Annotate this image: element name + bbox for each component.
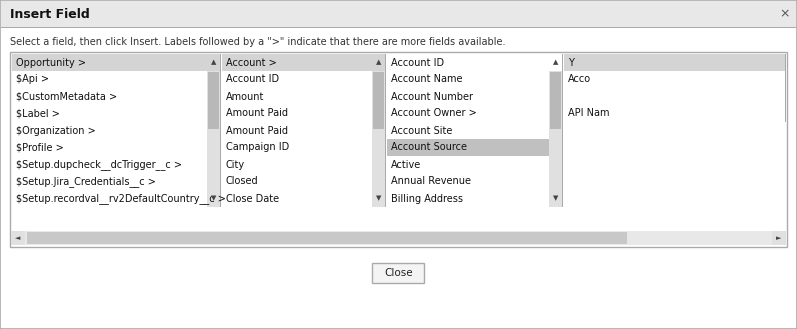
Text: $CustomMetadata >: $CustomMetadata > xyxy=(16,91,117,102)
Bar xyxy=(372,263,425,283)
Text: $Profile >: $Profile > xyxy=(16,142,64,153)
Bar xyxy=(550,72,561,129)
Text: ▲: ▲ xyxy=(211,60,216,65)
Text: ▲: ▲ xyxy=(376,60,381,65)
Text: City: City xyxy=(226,160,245,169)
Bar xyxy=(27,232,627,244)
Text: Account Site: Account Site xyxy=(391,125,453,136)
Text: $Organization >: $Organization > xyxy=(16,125,96,136)
Bar xyxy=(387,88,549,105)
Text: ►: ► xyxy=(776,235,782,241)
Bar xyxy=(564,54,785,122)
Bar xyxy=(12,173,207,190)
Bar xyxy=(12,54,220,71)
Bar xyxy=(12,71,207,88)
Bar xyxy=(562,54,563,207)
Bar xyxy=(222,54,385,207)
Bar xyxy=(12,54,220,207)
Bar xyxy=(549,71,562,207)
Bar xyxy=(785,54,786,122)
Text: ▼: ▼ xyxy=(553,195,558,201)
Text: Account Source: Account Source xyxy=(391,142,467,153)
Bar xyxy=(772,231,786,245)
Bar xyxy=(222,156,372,173)
Bar xyxy=(222,173,372,190)
Text: Account ID: Account ID xyxy=(391,58,444,67)
Bar xyxy=(208,72,219,129)
Bar xyxy=(387,105,549,122)
Bar xyxy=(387,54,562,207)
Text: Amount Paid: Amount Paid xyxy=(226,125,288,136)
Bar xyxy=(220,54,221,207)
Bar xyxy=(10,52,787,247)
Bar xyxy=(387,71,549,88)
Bar xyxy=(222,105,372,122)
Bar xyxy=(12,122,207,139)
Text: Campaign ID: Campaign ID xyxy=(226,142,289,153)
Text: Close: Close xyxy=(384,268,413,278)
Bar xyxy=(222,88,372,105)
Text: $Api >: $Api > xyxy=(16,74,49,85)
Text: Closed: Closed xyxy=(226,176,258,187)
Text: Account >: Account > xyxy=(226,58,277,67)
Text: $Setup.dupcheck__dcTrigger__c >: $Setup.dupcheck__dcTrigger__c > xyxy=(16,159,182,170)
Text: $Setup.recordval__rv2DefaultCountry__c >: $Setup.recordval__rv2DefaultCountry__c > xyxy=(16,193,226,204)
Bar xyxy=(372,71,385,207)
Bar xyxy=(1,27,796,28)
Text: Opportunity >: Opportunity > xyxy=(16,58,86,67)
Text: Amount Paid: Amount Paid xyxy=(226,109,288,118)
Bar xyxy=(387,122,549,139)
Bar xyxy=(387,173,549,190)
Bar xyxy=(12,156,207,173)
Bar xyxy=(12,190,207,207)
Text: Select a field, then click Insert. Labels followed by a ">" indicate that there : Select a field, then click Insert. Label… xyxy=(10,37,505,47)
Text: Active: Active xyxy=(391,160,422,169)
Text: Account Owner >: Account Owner > xyxy=(391,109,477,118)
Bar xyxy=(11,231,786,245)
Text: Account ID: Account ID xyxy=(226,74,279,85)
Text: Acco: Acco xyxy=(568,74,591,85)
Text: Y: Y xyxy=(568,58,574,67)
Bar xyxy=(12,88,207,105)
Text: Billing Address: Billing Address xyxy=(391,193,463,204)
Text: Insert Field: Insert Field xyxy=(10,8,90,20)
Bar xyxy=(387,54,562,71)
Bar xyxy=(207,71,220,207)
Bar xyxy=(222,54,385,71)
Text: ▼: ▼ xyxy=(211,195,216,201)
Bar xyxy=(564,54,785,71)
Text: Amount: Amount xyxy=(226,91,265,102)
Bar xyxy=(222,190,372,207)
Bar xyxy=(12,139,207,156)
Bar xyxy=(12,105,207,122)
Text: Account Name: Account Name xyxy=(391,74,462,85)
Text: Account Number: Account Number xyxy=(391,91,473,102)
Bar xyxy=(222,122,372,139)
Bar xyxy=(373,72,384,129)
Bar xyxy=(387,156,549,173)
Text: ▼: ▼ xyxy=(376,195,381,201)
Text: $Label >: $Label > xyxy=(16,109,60,118)
Bar xyxy=(385,54,386,207)
Text: API Nam: API Nam xyxy=(568,109,610,118)
Text: Annual Revenue: Annual Revenue xyxy=(391,176,471,187)
Bar xyxy=(222,71,372,88)
Text: ×: × xyxy=(779,8,791,20)
Text: $Setup.Jira_Credentials__c >: $Setup.Jira_Credentials__c > xyxy=(16,176,156,187)
Bar xyxy=(1,1,796,27)
Bar xyxy=(11,231,25,245)
Bar xyxy=(222,139,372,156)
Bar xyxy=(387,190,549,207)
Bar xyxy=(387,139,549,156)
Text: Close Date: Close Date xyxy=(226,193,279,204)
Text: ▲: ▲ xyxy=(553,60,558,65)
Text: ◄: ◄ xyxy=(15,235,21,241)
